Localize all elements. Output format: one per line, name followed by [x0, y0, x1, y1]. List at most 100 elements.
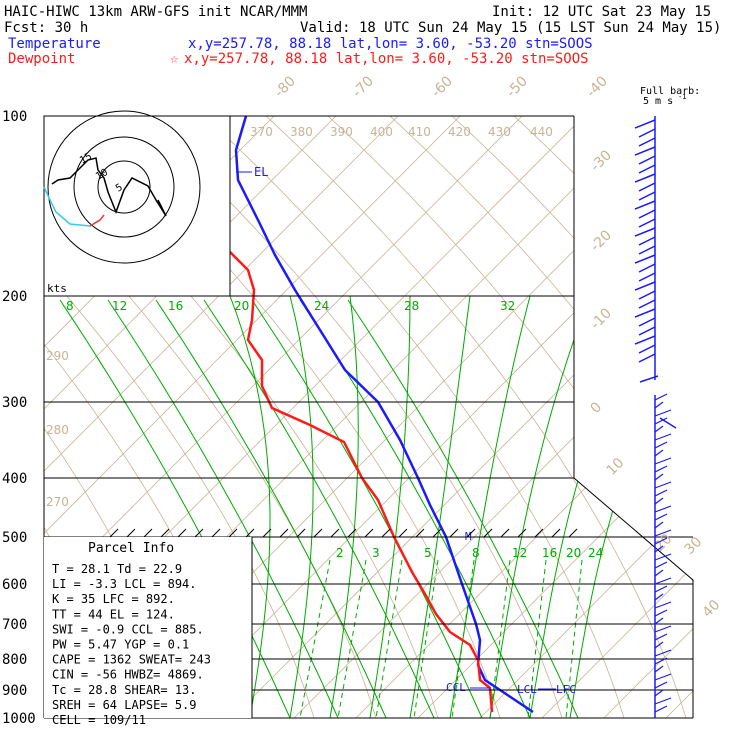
barb-flag — [654, 561, 668, 569]
el-marker-label: EL — [254, 165, 268, 179]
pressure-tick-label: 1000 — [2, 711, 36, 727]
wind-hatch-tick — [330, 528, 340, 538]
barb-flag — [638, 353, 656, 363]
pressure-tick-label: 500 — [2, 530, 27, 546]
mixing-ratio-line — [347, 299, 579, 718]
barb-flag — [654, 489, 668, 497]
wind-hatch-tick — [177, 528, 187, 538]
parcel-info-row: CELL = 109/11 — [52, 713, 146, 727]
parcel-info-title: Parcel Info — [88, 541, 174, 556]
wind-hatch-tick — [211, 528, 221, 538]
hodograph-box — [43, 115, 231, 297]
parcel-info-row: CAPE = 1362 SWEAT= 243 — [52, 653, 211, 667]
wind-hatch-tick — [143, 528, 153, 538]
barb-flag — [654, 673, 672, 681]
barb-flag — [654, 521, 664, 529]
skew-temp-label: -20 — [588, 227, 615, 254]
parcel-info-row: CIN = -56 HWBZ= 4869. — [52, 668, 204, 682]
moist-adiabat-line — [569, 295, 693, 718]
moist-adiabat-line — [449, 295, 531, 718]
dry-adiabat-line — [44, 116, 315, 718]
barb-flag — [639, 375, 659, 383]
mixing-ratio-label: 28 — [404, 299, 419, 313]
wind-hatch-tick — [160, 528, 170, 538]
mixing-ratio-line — [59, 299, 291, 718]
barb-flag — [654, 529, 672, 537]
barb-flag — [638, 263, 656, 273]
wind-hatch-tick — [245, 528, 255, 538]
pressure-tick-label: 600 — [2, 577, 27, 593]
barb-flag — [638, 155, 656, 165]
mixing-ratio-line — [299, 299, 531, 718]
wind-hatch-tick — [568, 528, 578, 538]
barb-flag — [634, 254, 656, 264]
pressure-tick-label: 300 — [2, 395, 27, 411]
wind-hatch-tick — [313, 528, 323, 538]
theta-label: 400 — [370, 125, 393, 139]
barb-flag — [638, 326, 656, 336]
dry-adiabat-line — [203, 116, 625, 718]
wind-hatch-tick — [432, 528, 442, 538]
wind-hatch-tick — [126, 528, 136, 538]
barb-flag — [654, 689, 664, 697]
barb-flag — [654, 577, 672, 585]
wind-hatch-tick — [262, 528, 272, 538]
wind-hatch-tick — [228, 528, 238, 538]
parcel-info-box: Parcel Info T = 28.1 Td = 22.9LI = -3.3 L… — [44, 537, 253, 727]
barb-flag — [654, 393, 668, 401]
barb-legend-unit: 5 m s — [643, 96, 673, 107]
temperature-label: Temperature — [8, 36, 101, 52]
dewpoint-info: x,y=257.78, 88.18 lat,lon= 3.60, -53.20 … — [184, 51, 589, 67]
dry-adiabat-line — [513, 116, 693, 718]
mixing-ratio-label: 32 — [500, 299, 515, 313]
mixing-ratio-label: 24 — [588, 546, 603, 560]
theta-label: 280 — [46, 423, 69, 437]
hodograph-ring — [47, 110, 201, 264]
parcel-info-row: TT = 44 EL = 124. — [52, 607, 175, 621]
mixing-ratio-label: 3 — [372, 546, 380, 560]
theta-label: 390 — [330, 125, 353, 139]
barb-flag — [638, 236, 656, 246]
barb-flag — [654, 585, 668, 593]
barb-flag — [638, 344, 656, 354]
dry-adiabat-line — [451, 116, 693, 718]
isotherm-line — [541, 116, 693, 718]
wind-barbs — [634, 116, 677, 718]
barb-flag — [654, 657, 668, 665]
theta-label: 290 — [46, 349, 69, 363]
barb-flag — [634, 200, 656, 210]
parcel-info-row: PW = 5.47 YGP = 0.1 — [52, 638, 189, 652]
barb-flag — [634, 173, 656, 183]
barb-flag — [654, 497, 664, 505]
wind-hatch-tick — [398, 528, 408, 538]
barb-flag — [654, 505, 672, 513]
skew-temp-label: 0 — [588, 399, 606, 417]
wind-hatch-tick — [364, 528, 374, 538]
isotherm-line — [44, 116, 337, 718]
mixing-ratio-line — [203, 299, 435, 718]
mixing-ratio-label: 12 — [512, 546, 527, 560]
dewpoint-star-icon: ☆ — [170, 51, 179, 67]
parcel-info-row: K = 35 LFC = 892. — [52, 592, 175, 606]
barb-legend-unit-exp: -1 — [678, 93, 686, 101]
barb-flag — [638, 272, 656, 282]
chart-title: HAIC-HIWC 13km ARW-GFS init NCAR/MMM — [4, 4, 307, 20]
mixing-ratio-label: 2 — [336, 546, 344, 560]
barb-flag — [634, 281, 656, 291]
mixing-ratio-line — [251, 299, 483, 718]
barb-flag — [654, 609, 668, 617]
barb-flag — [654, 481, 672, 489]
barb-flag — [638, 164, 656, 174]
theta-label: 440 — [530, 125, 553, 139]
pressure-tick-label: 100 — [2, 109, 27, 125]
barb-flag — [638, 128, 656, 138]
barb-flag — [638, 299, 656, 309]
barb-flag — [638, 218, 656, 228]
barb-flag — [638, 317, 656, 327]
dry-adiabat-line — [700, 116, 740, 718]
moist-adiabat-line — [329, 295, 359, 718]
barb-flag — [654, 537, 668, 545]
mixing-ratio-label: 8 — [66, 299, 74, 313]
